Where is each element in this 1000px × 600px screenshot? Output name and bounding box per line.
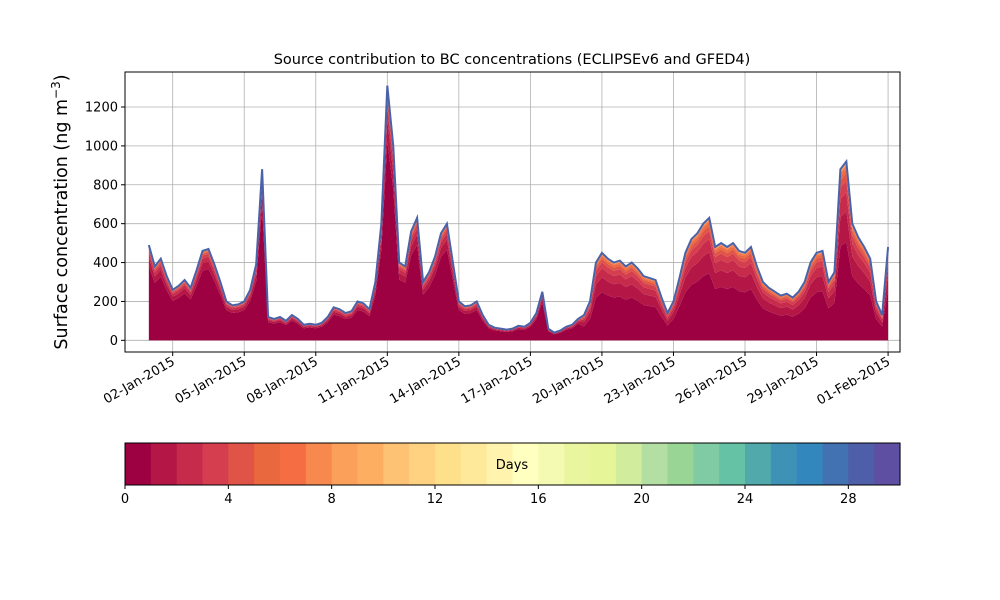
plot-frame: [124, 71, 901, 353]
colorbar-tick-label: 16: [530, 492, 547, 507]
colorbar-swatch: [357, 443, 384, 485]
colorbar-tick-label: 20: [633, 492, 650, 507]
y-axis-label-close: ): [52, 74, 72, 81]
colorbar-swatch: [745, 443, 772, 485]
x-axis: 02-Jan-201505-Jan-201508-Jan-201511-Jan-…: [101, 352, 893, 408]
colorbar-swatch: [538, 443, 565, 485]
colorbar-swatch: [460, 443, 488, 485]
x-tick-label: 29-Jan-2015: [745, 354, 822, 407]
colorbar-swatch: [770, 443, 798, 485]
y-axis-label-main: Surface concentration (ng m: [52, 99, 72, 350]
area-band-day-0: [148, 141, 889, 341]
x-tick-label: 20-Jan-2015: [530, 354, 607, 407]
y-tick-label: 1000: [85, 139, 118, 154]
colorbar-swatch: [719, 443, 746, 485]
colorbar-swatch: [822, 443, 849, 485]
y-axis: 0 200 400 600 800 1000 1200: [85, 101, 125, 349]
y-tick-label: 200: [93, 295, 118, 310]
colorbar-swatch: [874, 443, 901, 485]
colorbar-swatch: [202, 443, 229, 485]
x-tick-label: 05-Jan-2015: [173, 354, 250, 407]
colorbar-swatch: [435, 443, 462, 485]
y-tick-label: 0: [110, 334, 118, 349]
colorbar-tick-label: 24: [737, 492, 754, 507]
x-tick-label: 14-Jan-2015: [387, 354, 464, 407]
stacked-areas: [148, 85, 889, 341]
x-tick-label: 23-Jan-2015: [602, 354, 679, 407]
x-tick-label: 17-Jan-2015: [459, 354, 536, 407]
colorbar-swatch: [615, 443, 643, 485]
colorbar-tick-label: 0: [121, 492, 129, 507]
x-tick-label: 08-Jan-2015: [244, 354, 321, 407]
colorbar-swatch: [228, 443, 255, 485]
colorbar-tick-label: 28: [840, 492, 857, 507]
plot-area: [147, 85, 890, 341]
y-tick-label: 800: [93, 178, 118, 193]
y-tick-label: 400: [93, 256, 118, 271]
colorbar-frame: [124, 442, 901, 486]
colorbar-label: Days: [496, 458, 529, 473]
colorbar-swatch: [409, 443, 436, 485]
colorbar-swatch: [254, 443, 281, 485]
colorbar-swatch: [125, 443, 152, 485]
colorbar-swatch: [796, 443, 824, 485]
y-axis-label-sup: −3: [49, 81, 63, 99]
y-tick-label: 1200: [85, 101, 118, 116]
colorbar: [125, 443, 901, 485]
colorbar-tick-label: 4: [224, 492, 232, 507]
colorbar-swatch: [590, 443, 617, 485]
x-tick-label: 01-Feb-2015: [815, 354, 894, 408]
colorbar-swatch: [486, 443, 514, 485]
x-tick-label: 02-Jan-2015: [101, 354, 178, 407]
colorbar-swatch: [667, 443, 694, 485]
colorbar-swatch: [305, 443, 333, 485]
colorbar-swatch: [848, 443, 875, 485]
colorbar-swatch: [331, 443, 359, 485]
colorbar-swatch: [280, 443, 307, 485]
total-concentration-line: [147, 85, 890, 334]
x-tick-label: 11-Jan-2015: [316, 354, 393, 407]
colorbar-swatch: [693, 443, 720, 485]
colorbar-swatch: [641, 443, 669, 485]
colorbar-swatch: [150, 443, 178, 485]
y-tick-label: 600: [93, 217, 118, 232]
colorbar-swatch: [512, 443, 539, 485]
colorbar-ticks: 0 4 8 12 16 20 24 28: [121, 485, 857, 507]
colorbar-swatch: [383, 443, 410, 485]
colorbar-tick-label: 8: [328, 492, 336, 507]
colorbar-swatch: [176, 443, 204, 485]
colorbar-swatch: [564, 443, 591, 485]
x-tick-label: 26-Jan-2015: [673, 354, 750, 407]
colorbar-tick-label: 12: [427, 492, 444, 507]
y-axis-label: Surface concentration (ng m−3): [49, 74, 72, 349]
chart-title: Source contribution to BC concentrations…: [274, 52, 751, 68]
